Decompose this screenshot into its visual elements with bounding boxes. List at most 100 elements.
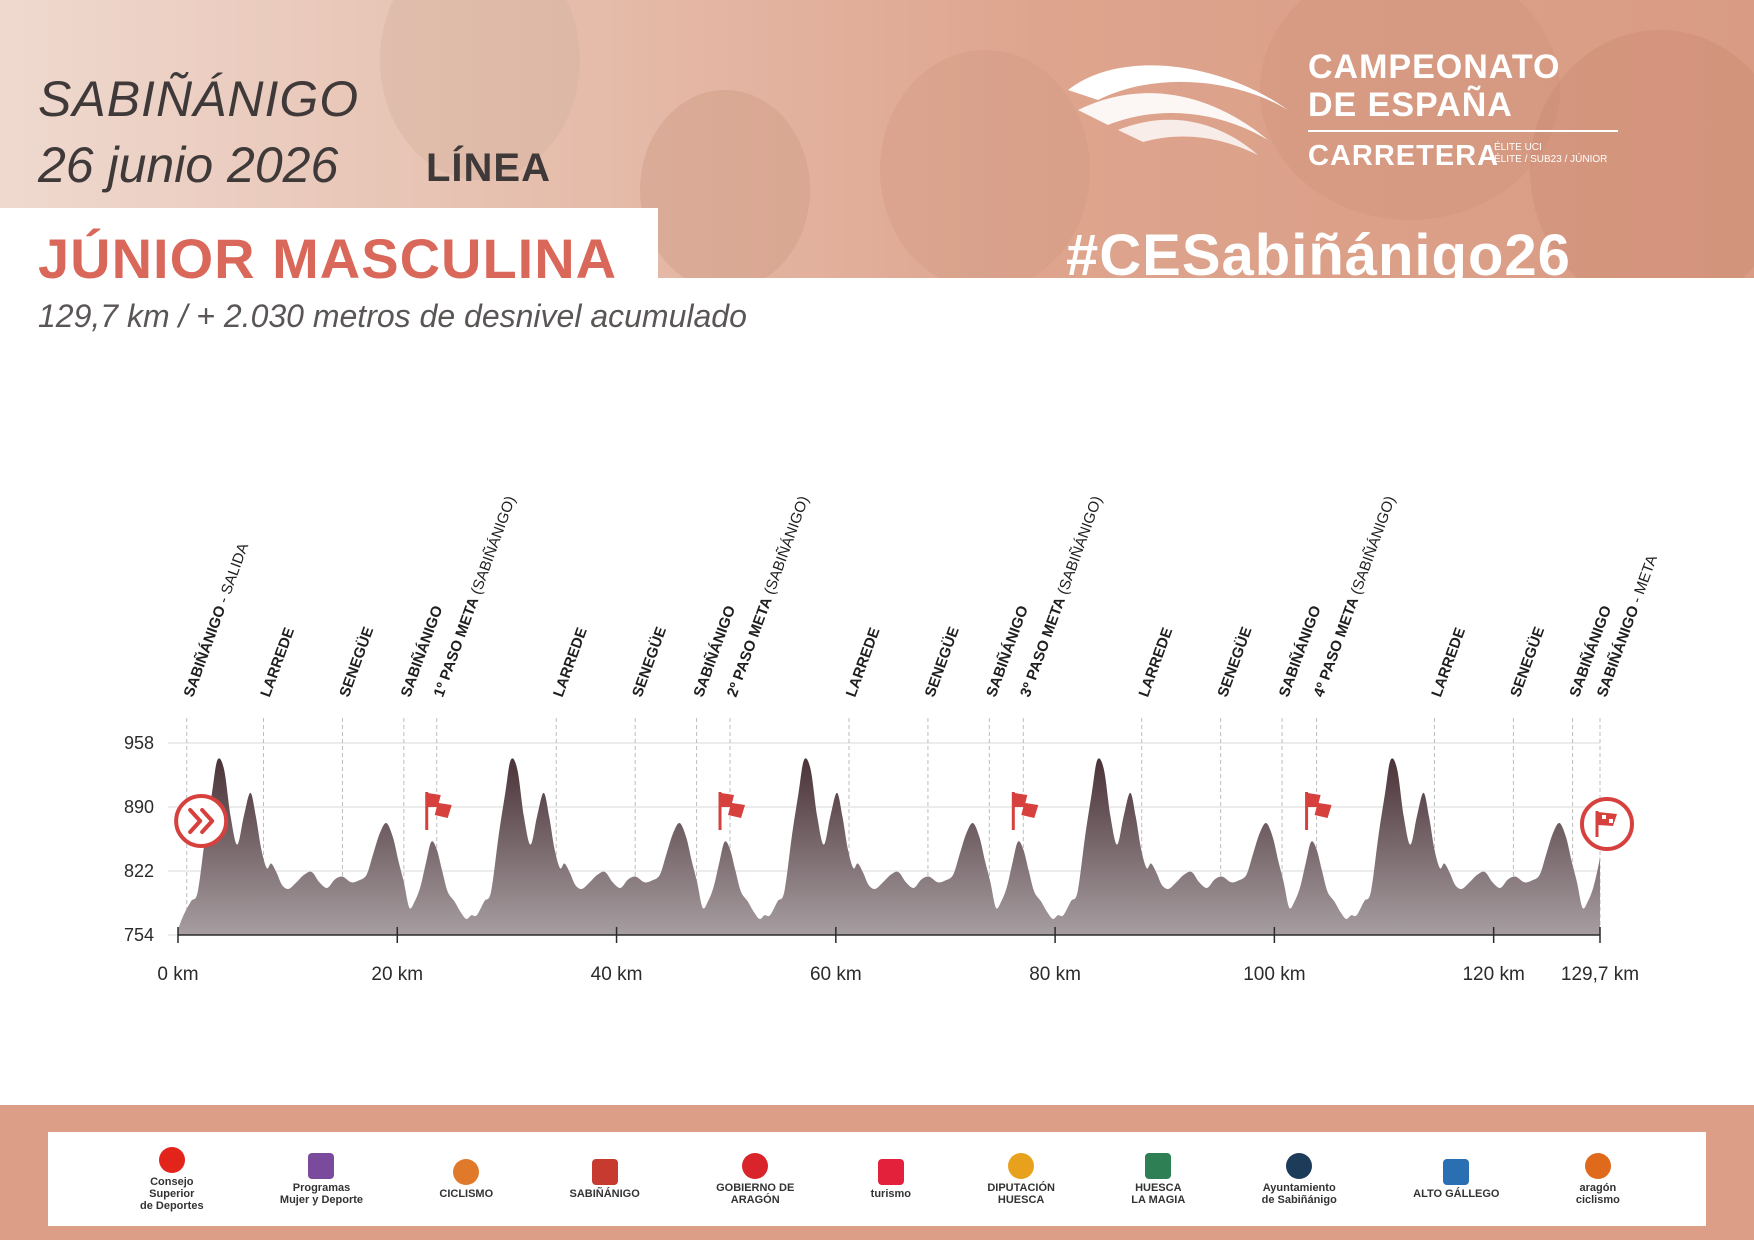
waypoint-label: LARREDE: [257, 625, 298, 699]
waypoint-name: SENEGÜE: [1214, 625, 1255, 700]
waypoint-text: LARREDE: [843, 625, 884, 699]
logo-name: HUESCA LA MAGIA: [1131, 1181, 1186, 1206]
brand-line-1: CAMPEONATO: [1308, 48, 1561, 86]
elevation-area: [178, 758, 1600, 935]
waypoint-text: 4º PASO META (SABIÑÁNIGO): [1310, 494, 1399, 699]
waypoint-text: SENEGÜE: [629, 625, 670, 700]
flag-cloth: [427, 793, 452, 818]
y-tick-label: 754: [124, 925, 154, 945]
logo-mark: [308, 1152, 335, 1179]
brand-categories: ÉLITE UCI ÉLITE / SUB23 / JÚNIOR: [1494, 142, 1608, 165]
x-tick-label: 0 km: [157, 964, 198, 985]
sponsor-logos: Consejo Superior de Deportes Programas Mu…: [140, 1146, 1620, 1212]
header-banner: CAMPEONATO DE ESPAÑA CARRETERA ÉLITE UCI…: [0, 0, 1754, 278]
waypoint-suffix: - SALIDA: [213, 541, 252, 609]
waypoint-suffix: (SABIÑÁNIGO): [466, 494, 519, 601]
rfec-logo-icon: CICLISMO: [439, 1158, 494, 1200]
x-tick-label: 100 km: [1243, 964, 1305, 985]
waypoint-suffix: (SABIÑÁNIGO): [1346, 494, 1399, 601]
logo-mark: [453, 1158, 480, 1185]
waypoint-name: LARREDE: [1135, 625, 1176, 699]
start-chevrons-icon: [188, 808, 215, 834]
waypoint-label: LARREDE: [550, 625, 591, 699]
waypoint-label: 4º PASO META (SABIÑÁNIGO): [1310, 494, 1399, 699]
mjd-logo-icon: Programas Mujer y Deporte: [279, 1152, 364, 1206]
waypoint-label: SENEGÜE: [1507, 625, 1548, 700]
waypoint-name: SENEGÜE: [629, 625, 670, 700]
waypoint-text: SENEGÜE: [922, 625, 963, 700]
waypoint-text: 2º PASO META (SABIÑÁNIGO): [724, 494, 813, 699]
logo-name: CICLISMO: [439, 1187, 494, 1200]
waypoint-name: SENEGÜE: [1507, 625, 1548, 700]
race-subtitle: 129,7 km / + 2.030 metros de desnivel ac…: [38, 298, 747, 334]
flag-icon: [425, 792, 452, 830]
waypoint-label: LARREDE: [1135, 625, 1176, 699]
logo-mark: [1286, 1152, 1313, 1179]
waypoint-text: LARREDE: [1135, 625, 1176, 699]
logo-name: Programas Mujer y Deporte: [279, 1181, 364, 1206]
logo-mark: [1584, 1152, 1611, 1179]
logo-mark: [877, 1158, 904, 1185]
waypoint-label: SENEGÜE: [629, 625, 670, 700]
waypoint-name: LARREDE: [257, 625, 298, 699]
waypoint-name: LARREDE: [843, 625, 884, 699]
photo-shape: [1530, 30, 1754, 278]
logo-name: ALTO GÁLLEGO: [1413, 1187, 1500, 1200]
logo-mark: [742, 1152, 769, 1179]
waypoint-label: LARREDE: [843, 625, 884, 699]
x-tick-label: 40 km: [591, 964, 643, 985]
waypoint-text: SABIÑÁNIGO - SALIDA: [180, 540, 253, 699]
sponsor-strip: [48, 1132, 1706, 1226]
logo-name: DIPUTACIÓN HUESCA: [987, 1181, 1055, 1206]
logo-mark: [591, 1158, 618, 1185]
hashtag: #CESabiñánigo26: [1066, 223, 1571, 278]
y-tick-label: 822: [124, 861, 154, 881]
logo-mark: [1008, 1152, 1035, 1179]
waypoint-text: 1º PASO META (SABIÑÁNIGO): [431, 494, 520, 699]
waypoint-label: 1º PASO META (SABIÑÁNIGO): [431, 494, 520, 699]
x-tick-label: 120 km: [1462, 964, 1524, 985]
flag-cloth: [1307, 793, 1332, 818]
waypoint-suffix: - META: [1627, 553, 1661, 609]
logo-name: Ayuntamiento de Sabiñánigo: [1261, 1181, 1337, 1206]
aragon-turismo-logo-icon: turismo: [870, 1158, 911, 1200]
flag-icon: [718, 792, 746, 830]
waypoint-label: 2º PASO META (SABIÑÁNIGO): [724, 494, 813, 699]
aragon-ciclismo-logo-icon: aragón ciclismo: [1575, 1152, 1620, 1206]
logo-mark: [1443, 1158, 1470, 1185]
csd-logo-icon: Consejo Superior de Deportes: [140, 1146, 204, 1212]
logo-mark: [1145, 1152, 1172, 1179]
photo-shape: [640, 90, 810, 278]
photo-shape: [1260, 0, 1560, 220]
x-tick-label: 129,7 km: [1561, 964, 1639, 985]
logo-name: aragón ciclismo: [1575, 1181, 1620, 1206]
brand-divider: [1308, 130, 1618, 132]
flag-cloth: [721, 793, 746, 818]
waypoint-text: LARREDE: [257, 625, 298, 699]
logo-mark: [158, 1146, 185, 1173]
waypoint-label: LARREDE: [1428, 625, 1469, 699]
category-title: JÚNIOR MASCULINA: [38, 227, 618, 290]
waypoint-text: LARREDE: [550, 625, 591, 699]
aragon-gov-logo-icon: GOBIERNO DE ARAGÓN: [716, 1152, 794, 1206]
brand-line-3: CARRETERA: [1308, 140, 1500, 172]
waypoint-suffix: (SABIÑÁNIGO): [760, 494, 813, 601]
checkered-square: [1609, 819, 1613, 823]
logo-name: turismo: [870, 1187, 911, 1200]
huesca-logo-icon: HUESCA LA MAGIA: [1131, 1152, 1186, 1206]
logo-name: SABIÑÁNIGO: [569, 1187, 640, 1200]
race-type: LÍNEA: [426, 146, 551, 190]
checkered-square: [1602, 815, 1606, 819]
waypoint-label: SENEGÜE: [1214, 625, 1255, 700]
waypoint-text: SENEGÜE: [1507, 625, 1548, 700]
waypoint-name: SABIÑÁNIGO: [180, 603, 230, 700]
waypoint-name: LARREDE: [1428, 625, 1469, 699]
diputacion-logo-icon: DIPUTACIÓN HUESCA: [987, 1152, 1055, 1206]
waypoint-label: 3º PASO META (SABIÑÁNIGO): [1017, 494, 1106, 699]
x-tick-label: 20 km: [371, 964, 423, 985]
brand-line-2: DE ESPAÑA: [1308, 86, 1513, 124]
photo-shape: [880, 50, 1090, 278]
alto-gallego-logo-icon: ALTO GÁLLEGO: [1413, 1158, 1500, 1200]
waypoint-label: SENEGÜE: [336, 625, 377, 700]
waypoint-text: SENEGÜE: [336, 625, 377, 700]
